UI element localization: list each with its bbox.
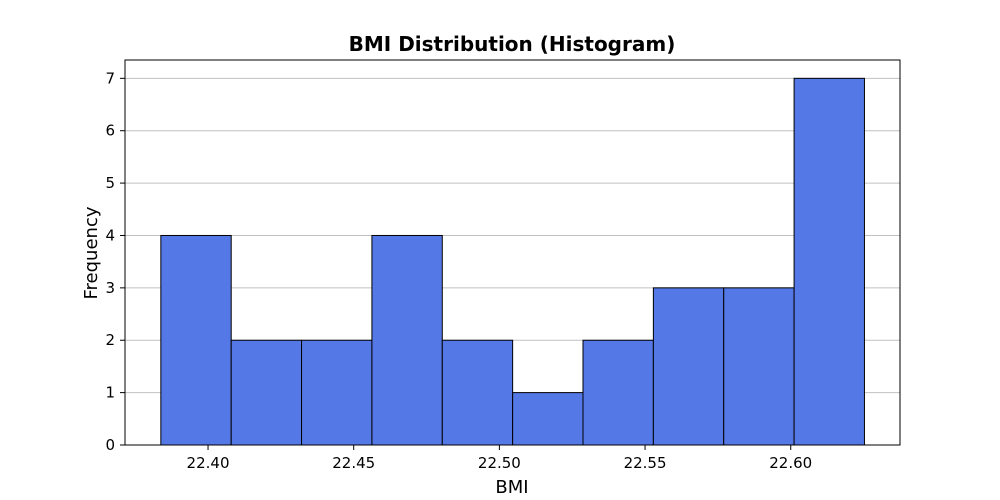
- histogram-bar-3: [371, 234, 443, 446]
- y-tick-label-5: 5: [105, 174, 115, 192]
- y-tick-label-0: 0: [105, 436, 115, 454]
- y-tick-label-4: 4: [105, 226, 115, 244]
- histogram-bar-7: [652, 287, 725, 446]
- x-tick-label-2: 22.50: [478, 454, 521, 472]
- y-tick-label-2: 2: [105, 331, 115, 349]
- plot-frame: [124, 59, 901, 446]
- chart-title: BMI Distribution (Histogram): [349, 32, 676, 56]
- x-tick-label-4: 22.60: [769, 454, 812, 472]
- x-axis-ticks: 22.40 22.45 22.50 22.55 22.60: [187, 445, 812, 472]
- y-axis-label: Frequency: [81, 206, 102, 299]
- histogram-bar-5: [512, 392, 584, 446]
- y-tick-label-6: 6: [105, 122, 115, 140]
- bars-layer: [160, 77, 865, 446]
- histogram-bar-8: [723, 287, 795, 446]
- y-tick-label-7: 7: [105, 69, 115, 87]
- histogram-bar-2: [301, 339, 373, 446]
- histogram-bar-9: [793, 77, 865, 446]
- histogram-bar-0: [160, 234, 232, 446]
- histogram-bar-6: [582, 339, 654, 446]
- x-tick-label-1: 22.45: [332, 454, 375, 472]
- y-tick-label-1: 1: [105, 384, 115, 402]
- x-tick-label-0: 22.40: [187, 454, 230, 472]
- x-axis-label: BMI: [495, 477, 528, 498]
- histogram-bar-1: [230, 339, 303, 446]
- y-tick-label-3: 3: [105, 279, 115, 297]
- x-tick-label-3: 22.55: [624, 454, 667, 472]
- histogram-bar-4: [441, 339, 514, 446]
- y-axis-ticks: 0 1 2 3 4 5 6 7: [105, 69, 125, 454]
